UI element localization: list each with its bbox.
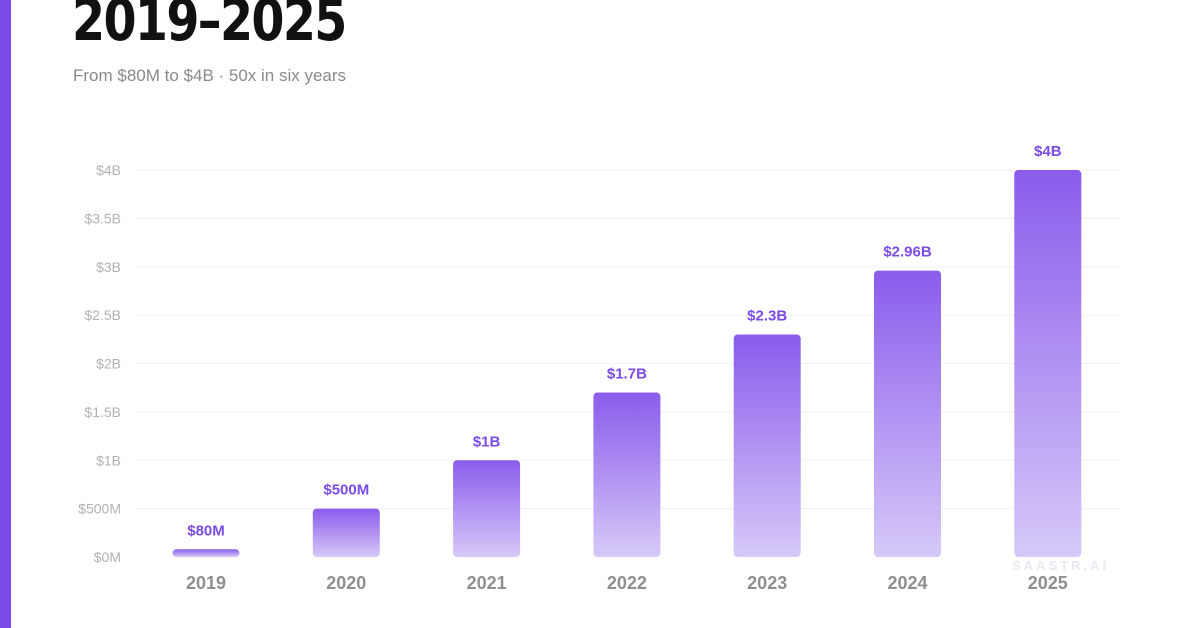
- data-labels: $80M $500M $1B $1.7B $2.3B $2.96B $4B: [187, 143, 1061, 539]
- y-tick-label: $2B: [96, 356, 121, 372]
- watermark: SAASTR.AI: [1012, 558, 1110, 573]
- data-label: $80M: [187, 522, 225, 539]
- accent-bar: [0, 0, 11, 628]
- y-tick-label: $3.5B: [84, 210, 121, 226]
- x-tick-label: 2022: [607, 573, 647, 593]
- x-tick-label: 2020: [326, 573, 366, 593]
- y-tick-label: $1.5B: [84, 404, 121, 420]
- bars: [172, 170, 1082, 557]
- data-label: $2.96B: [883, 244, 932, 261]
- chart-title: 2019–2025: [72, 0, 347, 54]
- x-axis: 2019 2020 2021 2022 2023 2024 2025: [186, 573, 1068, 593]
- x-tick-label: 2023: [747, 573, 787, 593]
- bar: [312, 508, 380, 557]
- x-tick-label: 2025: [1028, 573, 1068, 593]
- bar: [453, 460, 521, 557]
- y-axis: $0M $500M $1B $1.5B $2B $2.5B $3B $3.5B $4B: [78, 162, 121, 565]
- bar: [874, 270, 941, 557]
- x-tick-label: 2021: [467, 573, 507, 593]
- bar: [172, 549, 240, 557]
- bar: [733, 334, 801, 557]
- y-tick-label: $500M: [78, 501, 121, 517]
- y-tick-label: $0M: [94, 549, 121, 565]
- y-tick-label: $3B: [96, 259, 121, 275]
- y-tick-label: $4B: [96, 162, 121, 178]
- data-label: $4B: [1034, 143, 1062, 160]
- x-tick-label: 2024: [887, 573, 927, 593]
- chart-subtitle: From $80M to $4B · 50x in six years: [73, 66, 347, 85]
- data-label: $1.7B: [607, 366, 647, 383]
- data-label: $1B: [473, 433, 501, 450]
- bar: [593, 392, 661, 557]
- data-label: $2.3B: [747, 307, 787, 324]
- data-label: $500M: [323, 482, 369, 499]
- y-tick-label: $2.5B: [84, 307, 121, 323]
- bar: [1014, 170, 1082, 557]
- y-tick-label: $1B: [96, 452, 121, 468]
- x-tick-label: 2019: [186, 573, 226, 593]
